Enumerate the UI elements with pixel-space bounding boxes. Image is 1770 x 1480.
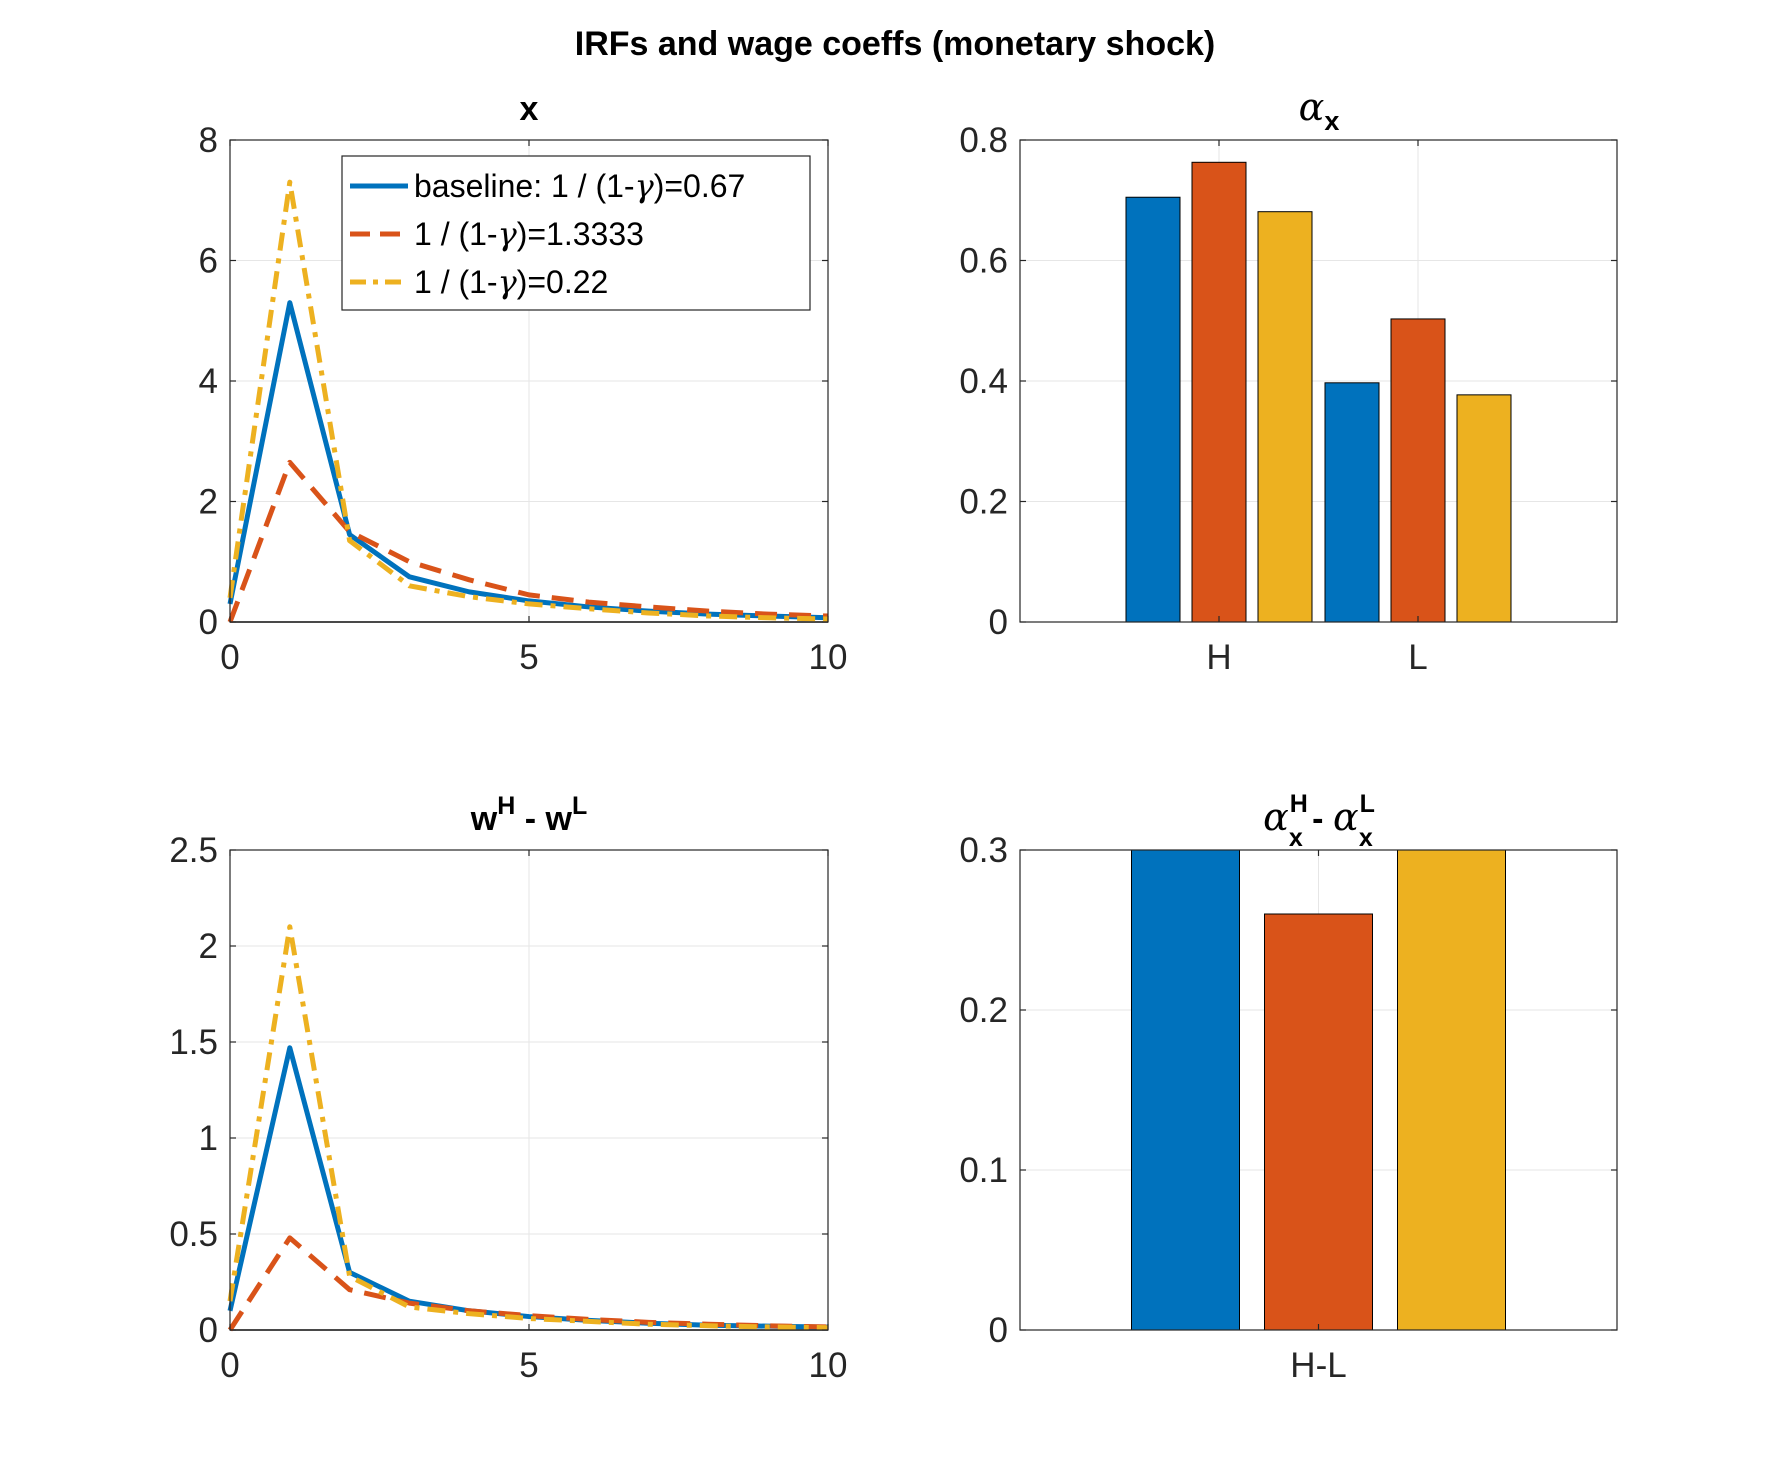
x-ytick-label: 6 — [199, 242, 218, 281]
legend-label-1: 1 / (1-γ)=1.3333 — [414, 215, 644, 253]
x-ytick-label: 8 — [199, 121, 218, 160]
legend-label-0: baseline: 1 / (1-γ)=0.67 — [414, 167, 745, 205]
x-series-1-line — [227, 459, 829, 623]
x-ytick-label: 0 — [199, 603, 218, 642]
panel-alpha: αx H L 0 0.2 0.4 0.6 0.8 — [959, 85, 1618, 677]
wdiff-ytick-label: 1.5 — [169, 1023, 218, 1062]
panel-alphadiff: αH x - αL x H-L 0 0.1 0.2 0.3 — [959, 790, 1618, 1385]
alphadiff-ytick-label: 0.1 — [959, 1151, 1008, 1190]
alphadiff-bar-h-l-0 — [1131, 849, 1240, 1331]
alpha-bar-l-1 — [1390, 318, 1446, 623]
x-xtick-label: 10 — [809, 638, 848, 677]
wdiff-ytick-label: 0 — [199, 1311, 218, 1350]
x-ytick-label: 4 — [199, 362, 218, 401]
alpha-ytick-label: 0.2 — [959, 483, 1008, 522]
wdiff-xtick-label: 10 — [809, 1346, 848, 1385]
x-series-2-line — [227, 179, 829, 622]
alpha-xtick-label: L — [1408, 638, 1427, 677]
wdiff-ytick-label: 1 — [199, 1119, 218, 1158]
alphadiff-ytick-label: 0.3 — [959, 831, 1008, 870]
alpha-bar-h-1 — [1191, 161, 1247, 623]
x-ytick-label: 2 — [199, 483, 218, 522]
legend-label-2: 1 / (1-γ)=0.22 — [414, 263, 608, 301]
wdiff-xtick-label: 5 — [519, 1346, 538, 1385]
alphadiff-ytick-label: 0.2 — [959, 991, 1008, 1030]
wdiff-series-2-line — [227, 924, 829, 1331]
legend-box — [341, 155, 811, 311]
legend: baseline: 1 / (1-γ)=0.67 1 / (1-γ)=1.3333… — [341, 155, 811, 311]
alpha-ytick-label: 0.8 — [959, 121, 1008, 160]
wdiff-ytick-label: 0.5 — [169, 1215, 218, 1254]
alphadiff-ytick-label: 0 — [989, 1311, 1008, 1350]
alpha-bar-l-2 — [1456, 394, 1512, 623]
alpha-bar-h-0 — [1125, 196, 1181, 623]
alpha-ytick-label: 0.4 — [959, 362, 1008, 401]
alpha-bar-l-0 — [1324, 382, 1380, 623]
panel-x: x 0 5 10 0 2 4 6 8 baseline: 1 / (1-γ)=0.67 1 / (… — [199, 90, 848, 677]
alphadiff-bar-h-l-1 — [1264, 913, 1373, 1331]
panel-alphadiff-title: αH x - αL x — [1263, 790, 1375, 852]
alphadiff-bar-h-l-2 — [1397, 849, 1506, 1331]
x-xtick-label: 5 — [519, 638, 538, 677]
alpha-ytick-label: 0.6 — [959, 242, 1008, 281]
panel-wdiff-title: wH - wL — [470, 792, 587, 838]
panel-wdiff: wH - wL 0 5 10 0 0.5 1 1.5 2 2.5 — [169, 792, 847, 1385]
panel-alpha-title: αx — [1299, 85, 1340, 136]
wdiff-ytick-label: 2.5 — [169, 831, 218, 870]
alpha-xtick-label: H — [1206, 638, 1231, 677]
alphadiff-xtick-label: H-L — [1290, 1346, 1346, 1385]
wdiff-xtick-label: 0 — [220, 1346, 239, 1385]
wdiff-ytick-label: 2 — [199, 927, 218, 966]
alpha-ytick-label: 0 — [989, 603, 1008, 642]
alpha-bar-h-2 — [1257, 211, 1313, 623]
figure-title: IRFs and wage coeffs (monetary shock) — [575, 25, 1216, 63]
panel-x-title: x — [520, 90, 539, 128]
x-xtick-label: 0 — [220, 638, 239, 677]
